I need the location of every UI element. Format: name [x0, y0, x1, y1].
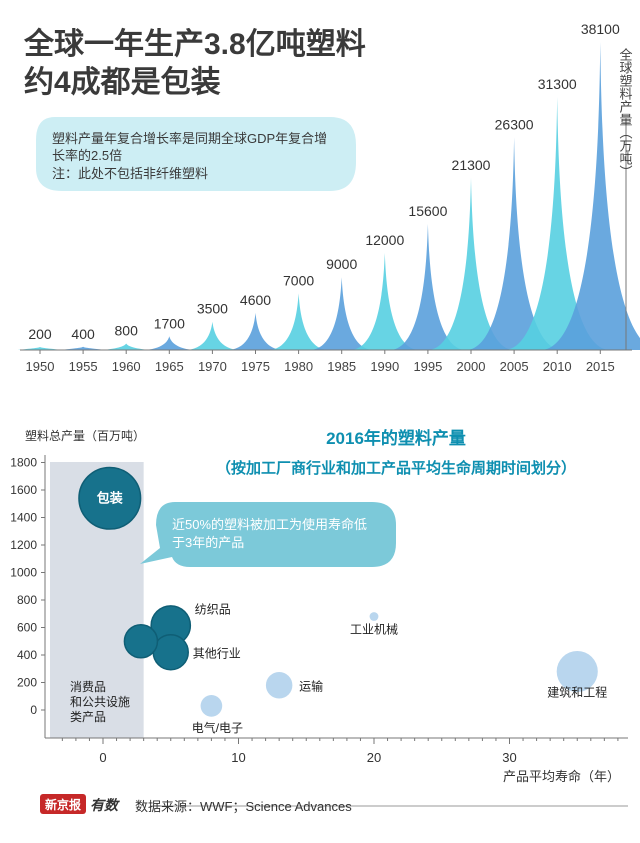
x-tick-label: 1995 [413, 359, 442, 374]
spike-2010 [504, 96, 610, 350]
spike-value-label: 12000 [365, 232, 404, 248]
bubble-chart: 2016年的塑料产量 （按加工厂商行业和加工产品平均生命周期时间划分） 塑料总产量（… [10, 428, 628, 784]
x-tick-label: 1965 [155, 359, 184, 374]
bubble-label-line: 类产品 [70, 710, 106, 724]
spike-value-label: 31300 [538, 76, 577, 92]
y-tick-label: 1800 [10, 456, 37, 470]
page-title-line2: 约4成都是包装 [24, 65, 221, 99]
x-axis-label: 产品平均寿命（年） [503, 769, 620, 784]
spike-1965 [145, 336, 193, 350]
spike-value-label: 800 [115, 323, 139, 339]
spike-1975 [229, 312, 282, 350]
brand-name: 新京报 [45, 797, 81, 812]
bubble-0 [78, 466, 142, 530]
bubble-2 [152, 634, 189, 671]
y-axis-label: 全球塑料产量（万吨） [618, 47, 633, 178]
spike-value-label: 38100 [581, 21, 620, 37]
x-tick-label: 2000 [457, 359, 486, 374]
spike-value-label: 21300 [452, 157, 491, 173]
spike-1990 [351, 252, 419, 350]
callout-line2: 于3年的产品 [172, 535, 244, 550]
spike-1955 [60, 346, 106, 350]
bubble-label: 建筑和工程 [547, 685, 607, 700]
y-tick-label: 1000 [10, 566, 37, 580]
x-tick-label: 2005 [500, 359, 529, 374]
spike-value-label: 26300 [495, 116, 534, 132]
x-tick-label: 1955 [69, 359, 98, 374]
y-tick-label: 800 [17, 593, 37, 607]
x-tick-label: 1990 [370, 359, 399, 374]
bubble-label-consumer-goods: 消费品和公共设施类产品 [70, 680, 130, 724]
chart-title: 2016年的塑料产量 [326, 428, 466, 448]
x-tick-label: 1950 [26, 359, 55, 374]
spike-value-label: 4600 [240, 292, 271, 308]
note-line1: 塑料产量年复合增长率是同期全球GDP年复合增 [52, 131, 327, 146]
bubble-label: 运输 [299, 678, 323, 693]
x-tick-label: 10 [231, 750, 245, 765]
note-line3: 注：此处不包括非纤维塑料 [52, 166, 208, 181]
note-bubble [36, 117, 356, 191]
footer: 新京报 有数 数据来源：WWF；Science Advances [40, 794, 628, 815]
y-tick-label: 600 [17, 621, 37, 635]
spike-1970 [187, 321, 238, 350]
bubble-label: 其他行业 [193, 646, 241, 660]
chart-subtitle: （按加工厂商行业和加工产品平均生命周期时间划分） [216, 459, 576, 477]
spike-value-label: 9000 [326, 256, 357, 272]
callout-line1: 近50%的塑料被加工为使用寿命低 [172, 517, 367, 532]
spike-value-label: 7000 [283, 272, 314, 288]
spike-value-label: 15600 [408, 203, 447, 219]
page-title-line1: 全球一年生产3.8亿吨塑料 [23, 27, 366, 61]
spike-2015 [541, 42, 640, 350]
spike-value-label: 400 [71, 326, 95, 342]
x-tick-label: 30 [502, 750, 516, 765]
brand-sub: 有数 [90, 797, 120, 814]
note-line2: 长率的2.5倍 [52, 148, 122, 163]
x-tick-label: 20 [367, 750, 381, 765]
bubble-3 [123, 623, 159, 659]
bubble-label-line: 消费品 [70, 680, 106, 694]
data-source: 数据来源：WWF；Science Advances [135, 799, 352, 815]
spike-2000 [428, 177, 514, 350]
y-tick-label: 200 [17, 676, 37, 690]
bubble-label: 工业机械 [350, 622, 398, 637]
y-tick-label: 0 [30, 703, 37, 717]
x-tick-label: 1985 [327, 359, 356, 374]
x-tick-label: 1980 [284, 359, 313, 374]
bubble-label: 电气/电子 [192, 720, 243, 735]
spike-value-label: 200 [28, 326, 52, 342]
spike-1995 [390, 223, 466, 350]
spike-1950 [17, 347, 63, 350]
bubble-6 [369, 612, 379, 621]
brand-logo [40, 794, 86, 814]
bubble-label-line: 和公共设施 [70, 695, 130, 709]
bubble-4 [200, 695, 223, 717]
bubble-7 [556, 650, 598, 693]
spike-2005 [466, 137, 562, 350]
x-tick-label: 1975 [241, 359, 270, 374]
x-tick-label: 0 [99, 750, 106, 765]
bubble-label: 包装 [97, 490, 123, 505]
spike-value-label: 1700 [154, 315, 185, 331]
spike-1985 [310, 277, 373, 350]
callout-bubble [140, 502, 396, 567]
spike-value-label: 3500 [197, 301, 228, 317]
spike-1980 [269, 293, 328, 350]
y-axis-label: 塑料总产量（百万吨） [25, 428, 145, 443]
x-tick-label: 2010 [543, 359, 572, 374]
bubble-5 [265, 671, 293, 699]
spike-1960 [103, 343, 149, 350]
x-tick-label: 2015 [586, 359, 615, 374]
y-tick-label: 1600 [10, 483, 37, 497]
bubble-label: 纺织品 [195, 602, 231, 616]
x-tick-label: 1970 [198, 359, 227, 374]
y-tick-label: 1400 [10, 511, 37, 525]
y-tick-label: 400 [17, 648, 37, 662]
x-tick-label: 1960 [112, 359, 141, 374]
y-tick-label: 1200 [10, 538, 37, 552]
